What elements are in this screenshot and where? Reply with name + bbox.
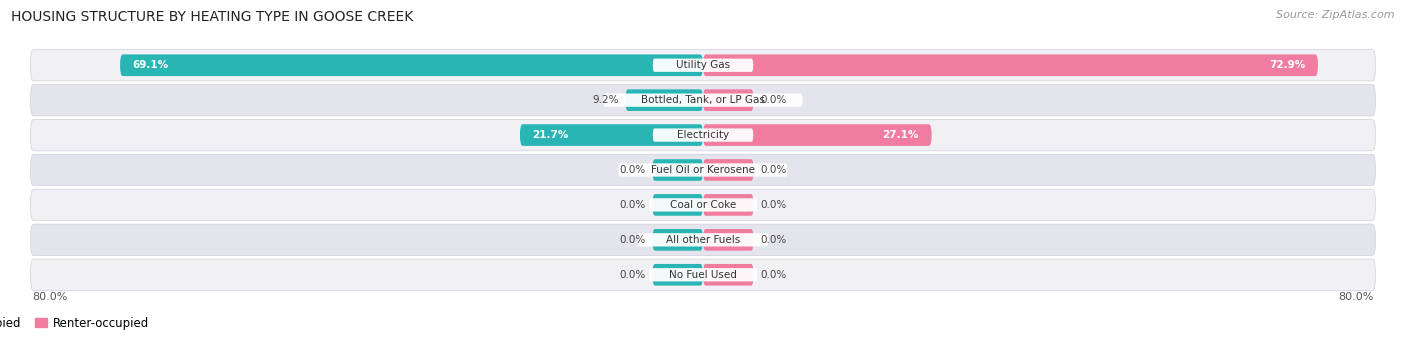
Text: Utility Gas: Utility Gas xyxy=(676,60,730,70)
FancyBboxPatch shape xyxy=(703,264,754,286)
Text: 27.1%: 27.1% xyxy=(883,130,920,140)
FancyBboxPatch shape xyxy=(703,54,1317,76)
Text: 0.0%: 0.0% xyxy=(620,235,645,245)
FancyBboxPatch shape xyxy=(652,129,754,142)
Text: 72.9%: 72.9% xyxy=(1270,60,1305,70)
Legend: Owner-occupied, Renter-occupied: Owner-occupied, Renter-occupied xyxy=(0,312,153,335)
Text: All other Fuels: All other Fuels xyxy=(666,235,740,245)
FancyBboxPatch shape xyxy=(703,159,754,181)
Text: 0.0%: 0.0% xyxy=(620,270,645,280)
FancyBboxPatch shape xyxy=(638,233,768,246)
FancyBboxPatch shape xyxy=(31,259,1375,290)
FancyBboxPatch shape xyxy=(626,89,703,111)
FancyBboxPatch shape xyxy=(31,84,1375,116)
FancyBboxPatch shape xyxy=(703,194,754,216)
Text: 0.0%: 0.0% xyxy=(761,95,786,105)
FancyBboxPatch shape xyxy=(650,268,756,282)
FancyBboxPatch shape xyxy=(703,124,932,146)
FancyBboxPatch shape xyxy=(652,194,703,216)
FancyBboxPatch shape xyxy=(650,198,756,211)
Text: 0.0%: 0.0% xyxy=(620,200,645,210)
Text: 0.0%: 0.0% xyxy=(761,270,786,280)
FancyBboxPatch shape xyxy=(31,50,1375,81)
Text: No Fuel Used: No Fuel Used xyxy=(669,270,737,280)
Text: Electricity: Electricity xyxy=(676,130,730,140)
Text: 80.0%: 80.0% xyxy=(32,292,67,303)
FancyBboxPatch shape xyxy=(619,163,787,177)
FancyBboxPatch shape xyxy=(31,154,1375,186)
FancyBboxPatch shape xyxy=(603,94,803,107)
Text: 0.0%: 0.0% xyxy=(761,200,786,210)
Text: 9.2%: 9.2% xyxy=(592,95,619,105)
FancyBboxPatch shape xyxy=(652,264,703,286)
Text: HOUSING STRUCTURE BY HEATING TYPE IN GOOSE CREEK: HOUSING STRUCTURE BY HEATING TYPE IN GOO… xyxy=(11,10,413,24)
Text: Bottled, Tank, or LP Gas: Bottled, Tank, or LP Gas xyxy=(641,95,765,105)
FancyBboxPatch shape xyxy=(703,229,754,251)
FancyBboxPatch shape xyxy=(703,89,754,111)
Text: 0.0%: 0.0% xyxy=(620,165,645,175)
Text: Fuel Oil or Kerosene: Fuel Oil or Kerosene xyxy=(651,165,755,175)
FancyBboxPatch shape xyxy=(652,58,754,72)
FancyBboxPatch shape xyxy=(120,54,703,76)
FancyBboxPatch shape xyxy=(520,124,703,146)
FancyBboxPatch shape xyxy=(31,119,1375,151)
FancyBboxPatch shape xyxy=(652,159,703,181)
Text: 0.0%: 0.0% xyxy=(761,235,786,245)
Text: 0.0%: 0.0% xyxy=(761,165,786,175)
FancyBboxPatch shape xyxy=(31,189,1375,221)
Text: 21.7%: 21.7% xyxy=(533,130,569,140)
Text: Source: ZipAtlas.com: Source: ZipAtlas.com xyxy=(1277,10,1395,20)
FancyBboxPatch shape xyxy=(31,224,1375,256)
Text: Coal or Coke: Coal or Coke xyxy=(669,200,737,210)
FancyBboxPatch shape xyxy=(652,229,703,251)
Text: 69.1%: 69.1% xyxy=(132,60,169,70)
Text: 80.0%: 80.0% xyxy=(1339,292,1374,303)
